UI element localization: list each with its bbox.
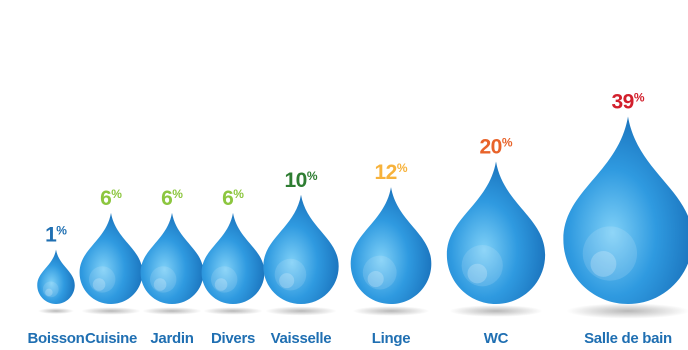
category-label: Cuisine <box>85 330 137 347</box>
drop-shadow <box>352 306 430 316</box>
drop-shadow <box>81 307 141 315</box>
category-label: Divers <box>211 330 255 347</box>
drop-highlight <box>42 281 59 298</box>
value-label: 39% <box>611 91 644 114</box>
drop-shadow <box>265 306 337 316</box>
drop-highlight <box>274 258 307 291</box>
value-label: 10% <box>284 169 317 192</box>
drop-shadow <box>38 308 74 314</box>
drop-highlight-small <box>467 263 488 284</box>
drops-layer <box>37 116 688 319</box>
value-label: 6% <box>161 187 183 210</box>
drop-shadow <box>203 307 263 315</box>
drop-linge <box>350 187 432 304</box>
drop-vaisselle <box>263 194 339 304</box>
drop-highlight <box>88 266 116 293</box>
drop-highlight <box>210 266 238 293</box>
drop-highlight <box>461 245 503 287</box>
category-label: Linge <box>372 330 411 347</box>
value-label: 1% <box>45 224 67 247</box>
drop-highlight-small <box>590 250 617 277</box>
drop-highlight <box>362 255 397 290</box>
value-label: 20% <box>479 136 512 159</box>
category-label: Jardin <box>150 330 193 347</box>
drop-highlight-small <box>279 273 295 289</box>
drop-shadow <box>142 307 202 315</box>
category-label: Vaisselle <box>271 330 332 347</box>
labels-layer: 1% Boisson 6% Cuisine 6% Jardin 6% Divers 10% Vai… <box>27 91 672 347</box>
drop-highlight-small <box>92 278 106 291</box>
drop-shadow <box>449 305 543 317</box>
value-label: 6% <box>100 187 122 210</box>
drop-wc <box>446 161 546 304</box>
drop-boisson <box>37 249 75 304</box>
drop-shadow <box>566 303 688 319</box>
category-label: WC <box>484 330 509 347</box>
category-label: Salle de bain <box>584 330 672 347</box>
drop-highlight-small <box>45 288 53 297</box>
drop-highlight-small <box>153 278 167 291</box>
drop-cuisine <box>79 212 143 304</box>
drop-jardin <box>140 212 204 304</box>
drop-highlight-small <box>214 278 228 291</box>
drop-highlight <box>582 226 638 281</box>
drop-salle-de-bain <box>563 116 688 304</box>
value-label: 6% <box>222 187 244 210</box>
drop-divers <box>201 212 265 304</box>
value-label: 12% <box>374 161 407 184</box>
category-label: Boisson <box>27 330 84 347</box>
drop-highlight <box>149 266 177 293</box>
drop-highlight-small <box>367 270 384 288</box>
